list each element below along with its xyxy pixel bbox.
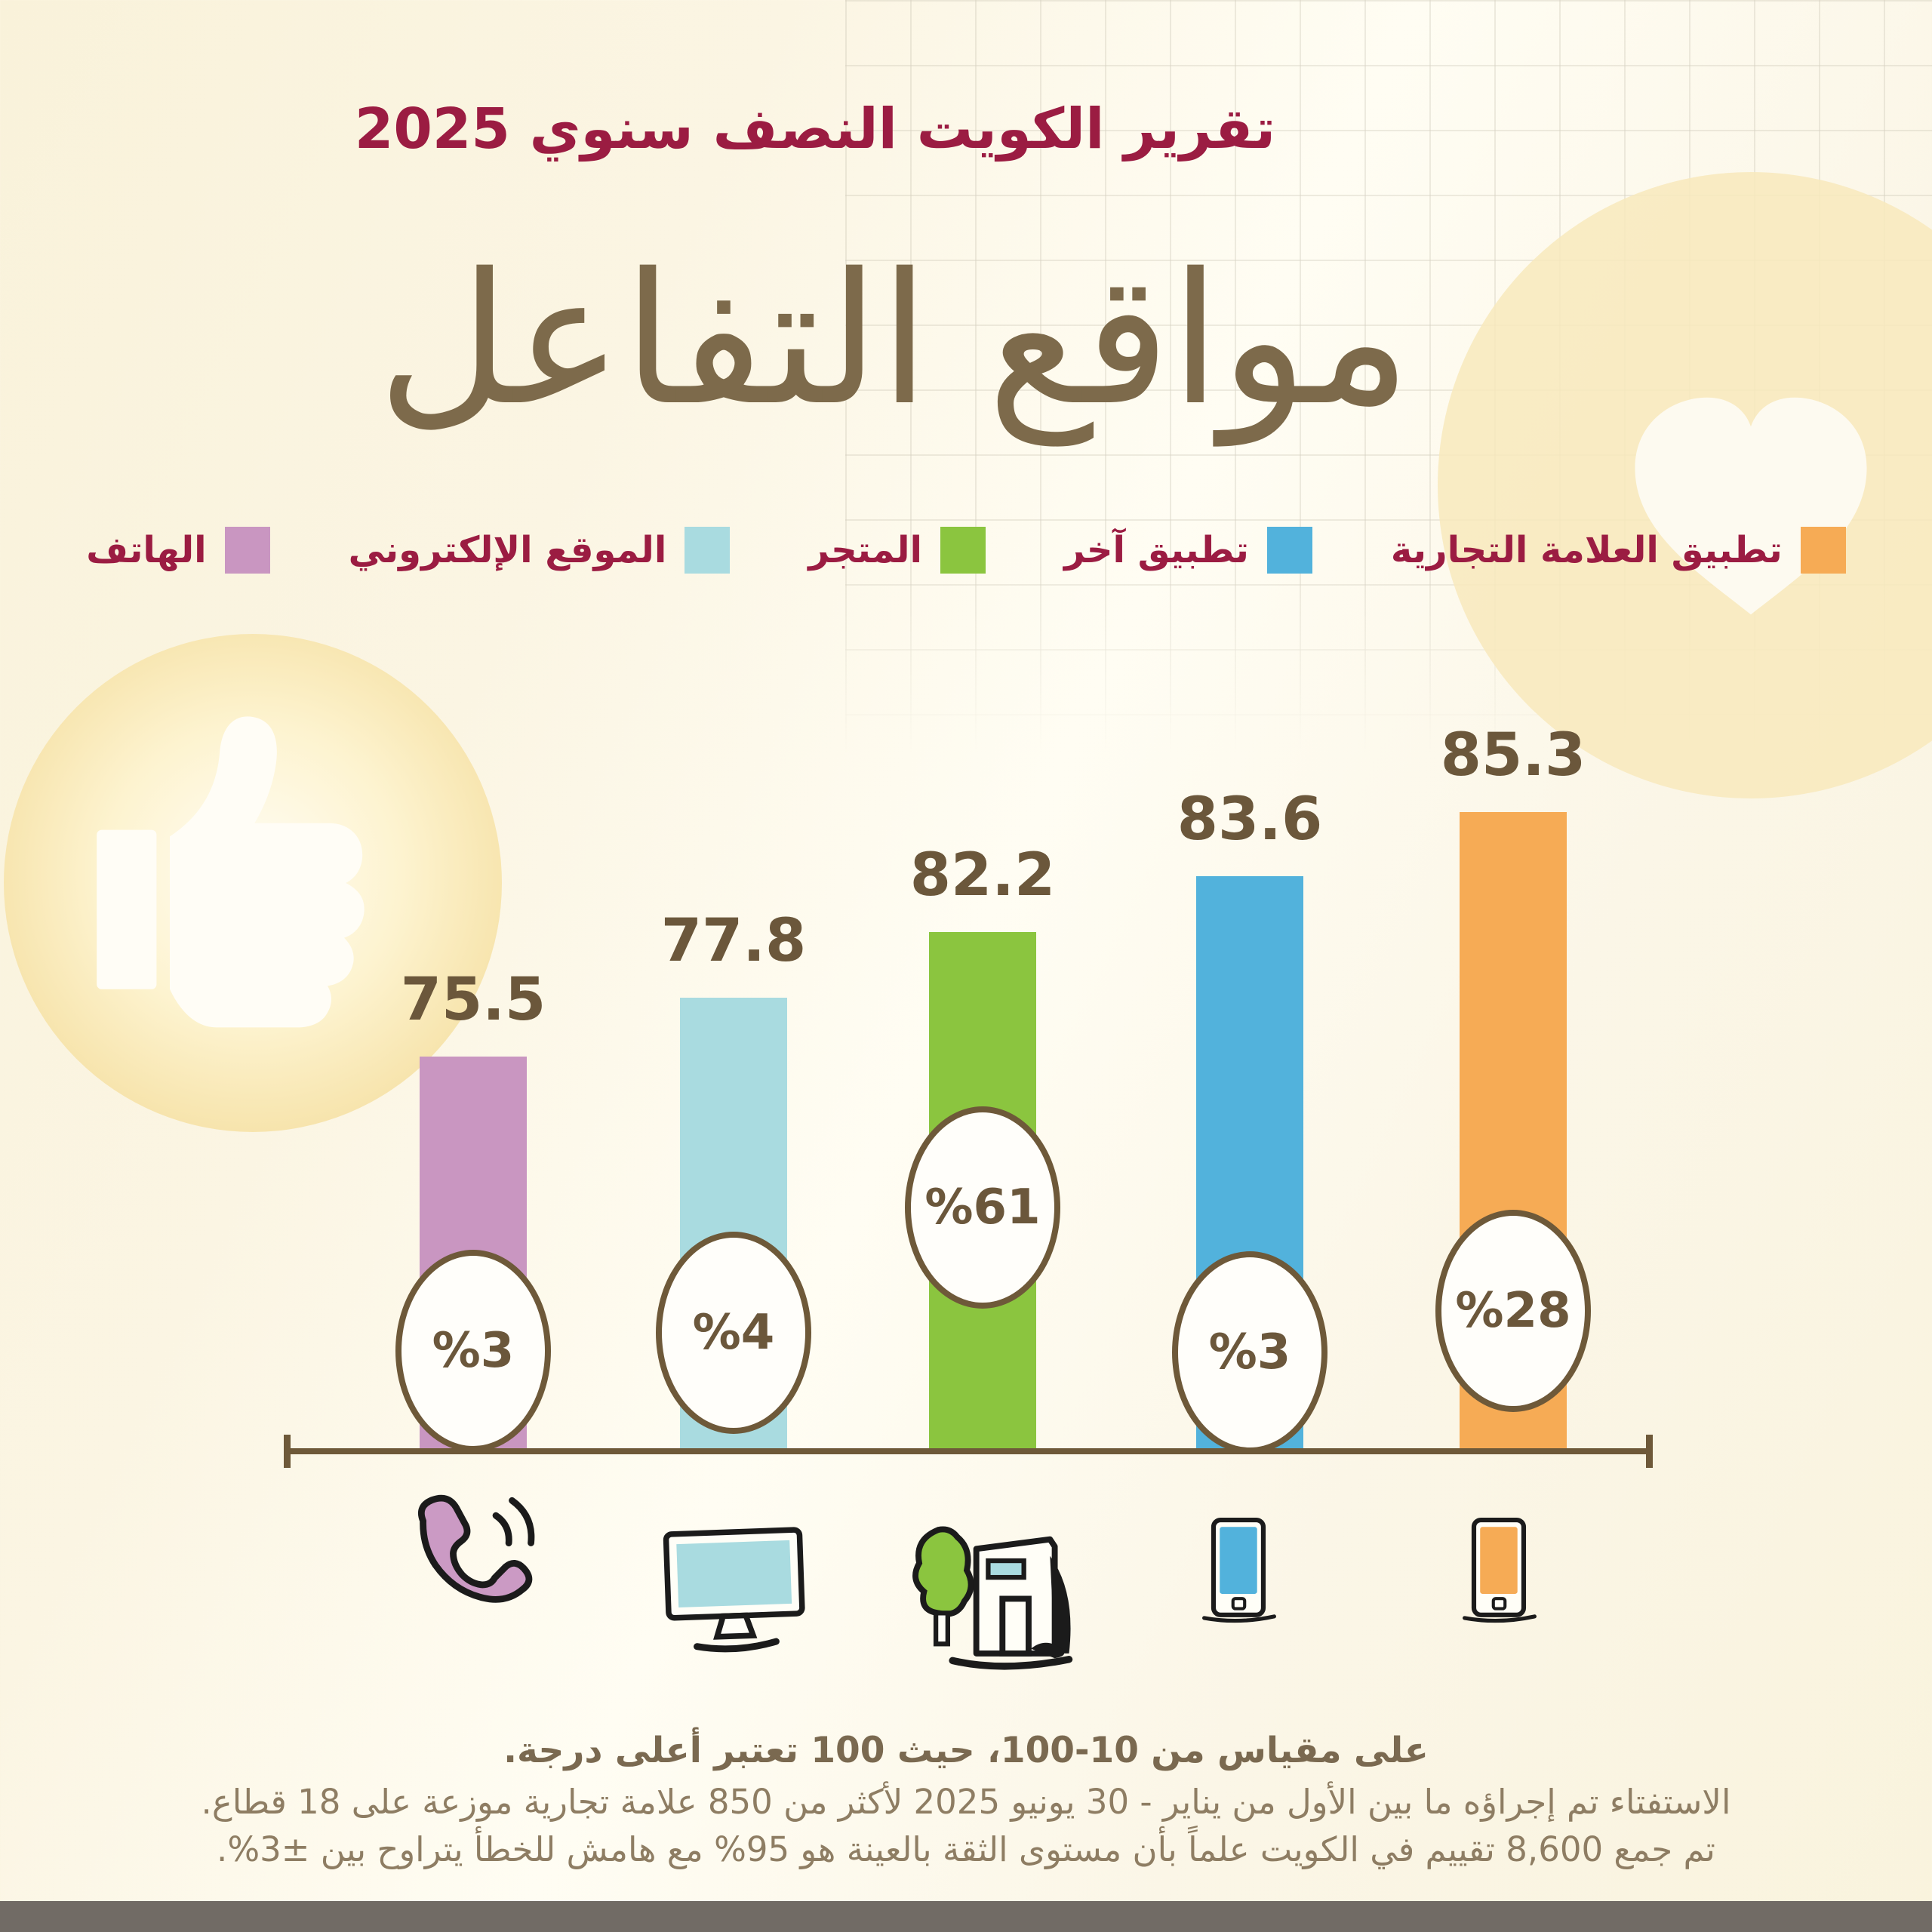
bar-value: 83.6: [1177, 786, 1323, 854]
phone-icon: [392, 1483, 551, 1638]
footnote-method: الاستفتاء تم إجراؤه ما بين الأول من يناي…: [201, 1782, 1731, 1822]
legend-item-brand-app: تطبيق العلامة التجارية: [1391, 527, 1846, 574]
legend-item-website: الموقع الإلكتروني: [349, 527, 731, 574]
footnote-scale: على مقياس من 10-100، حيث 100 تعتبر أعلى …: [503, 1730, 1429, 1771]
legend-swatch-green: [940, 527, 986, 574]
thumbs-up-icon: [4, 634, 502, 1132]
thumbs-up-decoration: [4, 634, 502, 1132]
monitor-icon: [654, 1523, 814, 1659]
bar-value: 77.8: [660, 907, 807, 975]
x-axis-line: [287, 1448, 1650, 1454]
badge-brand-app: %28: [1435, 1210, 1591, 1412]
badge-store: %61: [905, 1106, 1060, 1309]
bar-value: 85.3: [1440, 721, 1586, 789]
smartphone-icon-orange: [1449, 1494, 1550, 1645]
bottom-strip: [0, 1901, 1932, 1932]
legend-item-store: المتجر: [808, 527, 986, 574]
legend-swatch-orange: [1800, 527, 1846, 574]
x-axis-tick-right: [1646, 1435, 1653, 1468]
footnote-sample: تم جمع 8,600 تقييم في الكويت علماً بأن م…: [217, 1829, 1715, 1869]
legend-label: تطبيق العلامة التجارية: [1390, 529, 1783, 571]
legend-swatch-teal: [685, 527, 731, 574]
legend-label: الموقع الإلكتروني: [348, 529, 667, 571]
legend-label: المتجر: [808, 529, 922, 571]
legend-swatch-blue: [1266, 527, 1312, 574]
badge-website: %4: [656, 1232, 811, 1434]
smartphone-icon-blue: [1189, 1494, 1290, 1645]
bar-value: 82.2: [909, 841, 1056, 909]
footnote: على مقياس من 10-100، حيث 100 تعتبر أعلى …: [0, 1730, 1932, 1877]
legend-label: الهاتف: [86, 529, 207, 571]
legend-item-phone: الهاتف: [86, 527, 270, 574]
report-title: تقرير الكويت النصف سنوي 2025: [354, 97, 1276, 162]
x-axis-tick-left: [284, 1435, 291, 1468]
bar-value: 75.5: [400, 966, 546, 1034]
page-title: مواقع التفاعل: [377, 234, 1411, 445]
legend: تطبيق العلامة التجارية تطبيق آخر المتجر …: [0, 527, 1932, 574]
badge-other-app: %3: [1172, 1251, 1327, 1454]
store-icon: [903, 1508, 1093, 1675]
legend-swatch-pink: [224, 527, 270, 574]
legend-item-other-app: تطبيق آخر: [1064, 527, 1312, 574]
badge-phone: %3: [395, 1250, 551, 1452]
legend-label: تطبيق آخر: [1063, 529, 1249, 571]
